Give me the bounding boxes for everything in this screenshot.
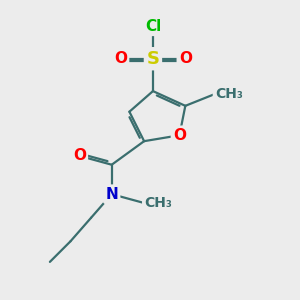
Text: O: O: [73, 148, 86, 164]
Text: O: O: [179, 51, 192, 66]
Text: Cl: Cl: [145, 19, 161, 34]
Text: S: S: [146, 50, 159, 68]
Text: CH₃: CH₃: [144, 196, 172, 210]
Text: O: O: [114, 51, 127, 66]
Text: N: N: [105, 187, 118, 202]
Text: O: O: [173, 128, 186, 143]
Text: CH₃: CH₃: [215, 87, 243, 101]
